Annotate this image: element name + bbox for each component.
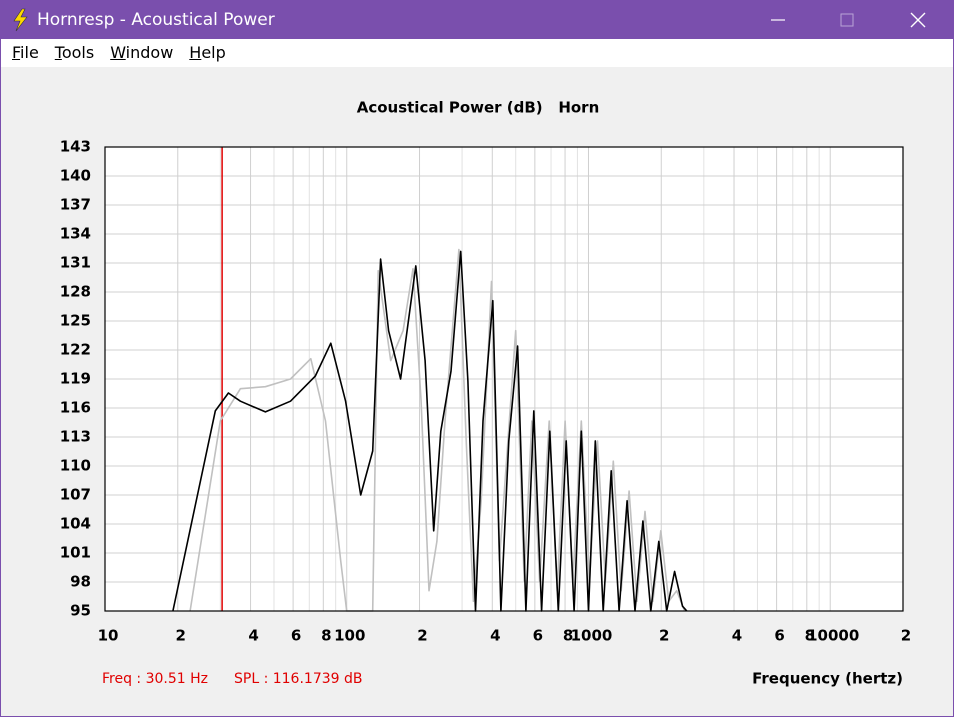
x-tick-label: 2: [659, 627, 669, 645]
chart-title: Acoustical Power (dB) Horn: [357, 99, 600, 117]
x-tick-label: 6: [774, 627, 784, 645]
app-icon: [13, 8, 28, 32]
x-tick-label: 4: [732, 627, 742, 645]
status-freq: Freq : 30.51 Hz: [102, 671, 208, 687]
y-tick-label: 128: [60, 283, 91, 301]
y-tick-label: 116: [60, 399, 91, 417]
x-tick-label: 6: [291, 627, 301, 645]
x-tick-label: 8: [563, 627, 573, 645]
menu-item[interactable]: Window: [110, 43, 174, 62]
menu-item[interactable]: Help: [189, 43, 226, 62]
window-title: Hornresp - Acoustical Power: [37, 10, 275, 30]
menu-item[interactable]: Tools: [54, 43, 95, 62]
x-tick-label: 4: [490, 627, 500, 645]
x-tick-label: 1000: [571, 627, 613, 645]
plot-border: [104, 146, 904, 612]
title-bar: Hornresp - Acoustical Power: [1, 1, 953, 39]
y-tick-label: 110: [60, 457, 91, 475]
y-tick-label: 137: [60, 196, 91, 214]
y-tick-label: 122: [60, 341, 91, 359]
x-tick-label: 2: [417, 627, 427, 645]
x-tick-label: 2: [176, 627, 186, 645]
window-controls[interactable]: [771, 1, 931, 39]
y-tick-label: 119: [60, 370, 91, 388]
x-tick-label: 8: [321, 627, 331, 645]
y-tick-label: 140: [60, 167, 91, 185]
x-tick-label: 4: [248, 627, 258, 645]
y-tick-label: 104: [60, 515, 91, 533]
menu-bar: File Tools Window Help: [1, 39, 953, 67]
x-tick-label: 6: [533, 627, 543, 645]
y-tick-label: 143: [60, 138, 91, 156]
y-tick-label: 131: [60, 254, 91, 272]
x-tick-label: 100: [334, 627, 365, 645]
x-tick-label: 10000: [807, 627, 859, 645]
y-tick-label: 95: [70, 602, 91, 620]
y-tick-label: 125: [60, 312, 91, 330]
y-tick-label: 113: [60, 428, 91, 446]
menu-item[interactable]: File: [12, 43, 39, 62]
y-tick-label: 98: [70, 573, 91, 591]
x-tick-label: 10: [98, 627, 119, 645]
y-tick-label: 134: [60, 225, 91, 243]
x-tick-label: 2: [901, 627, 911, 645]
y-tick-label: 101: [60, 544, 91, 562]
x-axis-label: Frequency (hertz): [752, 670, 903, 688]
y-tick-label: 107: [60, 486, 91, 504]
status-spl: SPL : 116.1739 dB: [234, 671, 363, 687]
x-tick-label: 8: [805, 627, 815, 645]
